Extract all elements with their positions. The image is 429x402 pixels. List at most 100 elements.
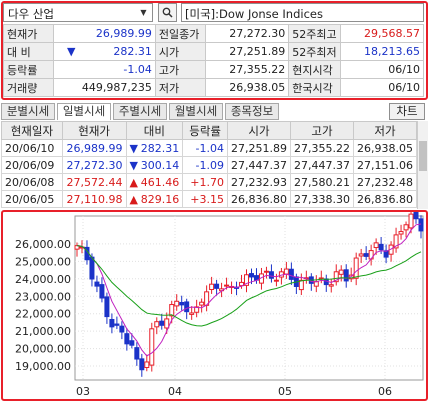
label-52w-low: 52주최저 (288, 42, 341, 61)
symbol-select[interactable]: 다우 산업 ▼ (3, 3, 153, 22)
value-current: 26,989.99 (53, 24, 156, 43)
table-row[interactable]: 20/06/09 27,272.30 ▼ 300.14 -1.09 27,447.… (1, 156, 418, 174)
cell-high: 27,580.21 (290, 173, 354, 191)
price-chart[interactable]: 26,000.00 25,000.00 24,000.00 23,000.00 22,0… (3, 212, 426, 399)
candle-body (119, 325, 125, 333)
daily-table: 현재일자 현재가 대비 등락률 시가 고가 저가 20/06/10 26,989… (1, 121, 418, 208)
chart-button[interactable]: 차트 (389, 103, 425, 120)
cell-price: 27,110.98 (61, 190, 127, 208)
down-arrow-icon: ▼ (129, 141, 138, 155)
scrollbar-thumb[interactable] (419, 141, 427, 171)
header-rate: 등락률 (182, 121, 229, 140)
y-tick-label: 19,000.00 (15, 360, 71, 373)
cell-high: 27,447.37 (290, 156, 354, 174)
candle-body (144, 361, 150, 369)
cell-change: ▲ 829.16 (125, 190, 184, 208)
table-row[interactable]: 20/06/08 27,572.44 ▲ 461.46 +1.70 27,232.… (1, 173, 418, 191)
label-korea-time: 한국시각 (288, 78, 341, 97)
candle-body (134, 347, 140, 360)
cell-low: 26,836.80 (352, 190, 418, 208)
candle-body (248, 273, 254, 278)
label-volume: 거래량 (3, 78, 54, 97)
moving-average-short (76, 223, 422, 357)
candle-body (239, 281, 245, 287)
plot-area (74, 215, 424, 381)
value-rate: -1.04 (53, 60, 156, 79)
candle-body (298, 279, 304, 291)
daily-header-row: 현재일자 현재가 대비 등락률 시가 고가 저가 (1, 121, 418, 140)
cell-open: 27,447.37 (227, 156, 291, 174)
quote-table: 현재가 26,989.99 전일종가 27,272.30 52주최고 29,56… (3, 24, 425, 97)
down-arrow-icon: ▼ (67, 45, 76, 58)
tab-monthly[interactable]: 월별시세 (169, 103, 223, 120)
candle-body (154, 321, 160, 328)
y-tick-label: 26,000.00 (15, 238, 71, 251)
candle-body (139, 358, 145, 371)
instrument-title: [미국]:Dow Jonse Indices (181, 3, 424, 22)
candle-body (413, 212, 419, 220)
candle-body (283, 268, 289, 275)
value-52w-high: 29,568.57 (339, 24, 425, 43)
cell-date: 20/06/10 (1, 139, 63, 157)
value-change: ▼ 282.31 (53, 42, 156, 61)
label-change: 대 비 (3, 42, 54, 61)
candle-body (109, 318, 115, 328)
candle-body (244, 274, 250, 286)
value-high: 27,355.22 (204, 60, 290, 79)
value-prev-close: 27,272.30 (204, 24, 290, 43)
label-rate: 등락률 (3, 60, 54, 79)
search-button[interactable] (158, 3, 177, 22)
cell-rate: -1.04 (182, 139, 229, 157)
candle-body (114, 323, 120, 326)
tab-bar: 분별시세 일별시세 주별시세 월별시세 종목정보 차트 (1, 103, 428, 120)
cell-rate: +1.70 (182, 173, 229, 191)
label-52w-high: 52주최고 (288, 24, 341, 43)
candle-body (174, 300, 180, 307)
candle-body (373, 242, 379, 249)
cell-rate: -1.09 (182, 156, 229, 174)
x-tick-label: 06 (378, 385, 392, 398)
header-high: 고가 (290, 121, 354, 140)
y-tick-label: 20,000.00 (15, 343, 71, 356)
tab-daily[interactable]: 일별시세 (57, 103, 111, 120)
quote-row: 거래량 449,987,235 저가 26,938.05 한국시각 06/10 (3, 78, 425, 97)
candle-body (94, 281, 100, 287)
tab-minute[interactable]: 분별시세 (1, 103, 55, 120)
label-prev-close: 전일종가 (154, 24, 206, 43)
candle-body (333, 271, 339, 283)
cell-date: 20/06/09 (1, 156, 63, 174)
header-low: 저가 (352, 121, 418, 140)
table-row[interactable]: 20/06/05 27,110.98 ▲ 829.16 +3.15 26,836.… (1, 190, 418, 208)
table-scrollbar[interactable] (417, 121, 428, 209)
table-row[interactable]: 20/06/10 26,989.99 ▼ 282.31 -1.04 27,251.… (1, 139, 418, 157)
header-open: 시가 (227, 121, 291, 140)
candle-body (159, 320, 165, 326)
candle-body (224, 284, 230, 287)
candle-body (184, 301, 190, 313)
value-low: 26,938.05 (204, 78, 290, 97)
candle-body (358, 253, 364, 257)
cell-date: 20/06/08 (1, 173, 63, 191)
candle-body (288, 268, 294, 280)
tab-weekly[interactable]: 주별시세 (113, 103, 167, 120)
y-tick-label: 25,000.00 (15, 255, 71, 268)
candle-body (189, 312, 195, 315)
value-local-time: 06/10 (339, 60, 425, 79)
y-tick-label: 21,000.00 (15, 325, 71, 338)
y-tick-label: 22,000.00 (15, 308, 71, 321)
candle-body (338, 269, 344, 275)
cell-change: ▼ 300.14 (125, 156, 184, 174)
chevron-down-icon[interactable]: ▼ (140, 8, 147, 17)
candle-body (124, 333, 130, 345)
cell-low: 27,151.06 (352, 156, 418, 174)
candle-body (273, 279, 279, 282)
candle-body (408, 213, 414, 229)
candle-body (99, 284, 105, 299)
candle-body (89, 256, 95, 280)
candle-body (129, 340, 135, 346)
tab-info[interactable]: 종목정보 (225, 103, 279, 120)
candle-body (169, 304, 175, 317)
y-tick-label: 24,000.00 (15, 273, 71, 286)
cell-open: 27,251.89 (227, 139, 291, 157)
label-high: 고가 (154, 60, 206, 79)
